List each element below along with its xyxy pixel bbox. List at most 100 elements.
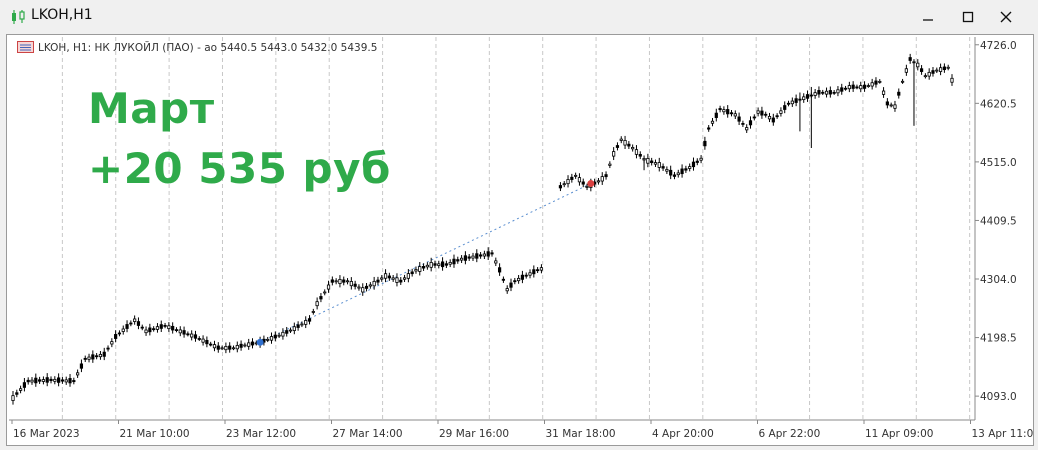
candle-body: [201, 338, 205, 343]
candle-body: [106, 347, 110, 350]
maximize-button[interactable]: [950, 0, 986, 34]
candle-body: [893, 104, 897, 109]
candle-body: [855, 86, 859, 89]
candle-body: [916, 62, 920, 68]
candle-body: [277, 334, 281, 337]
candle-body: [672, 174, 677, 177]
candle-body: [596, 180, 601, 183]
candle-body: [174, 329, 179, 332]
candle-body: [418, 266, 422, 272]
candle-body: [231, 347, 236, 350]
trade-line: [259, 183, 592, 343]
candle-body: [513, 280, 517, 283]
candle-body: [68, 378, 72, 384]
candle-body: [53, 378, 57, 382]
trade-exit-marker: [587, 180, 595, 188]
candle-body: [524, 274, 528, 277]
candle-body: [79, 363, 84, 369]
candle-body: [114, 334, 118, 339]
candle-body: [235, 345, 239, 350]
y-tick-label: 4515.0: [980, 157, 1017, 169]
candle-body: [459, 257, 464, 261]
candle-body: [733, 113, 737, 117]
candle-body: [532, 269, 536, 275]
candle-body: [163, 324, 167, 327]
y-tick-label: 4093.0: [980, 391, 1017, 403]
window-title: LKOH,H1: [31, 7, 93, 23]
candle-body: [817, 90, 821, 95]
overlay-month-label: Март: [88, 84, 215, 133]
candle-body: [669, 169, 673, 176]
candle-body: [881, 90, 886, 95]
candle-body: [695, 160, 699, 163]
candle-body: [676, 172, 680, 176]
candle-body: [950, 77, 954, 83]
x-tick-label: 27 Mar 14:00: [333, 428, 403, 440]
candle-body: [60, 379, 65, 382]
candle-body: [452, 258, 456, 265]
candle-body: [741, 123, 745, 125]
price-chart[interactable]: 4726.0 4620.5 4515.0 4409.5 4304.0 4198.5 4093…: [7, 35, 1033, 445]
candle-body: [64, 379, 68, 383]
candle-body: [509, 282, 513, 288]
candle-body: [942, 66, 946, 71]
x-tick-label: 11 Apr 09:00: [865, 428, 933, 440]
candle-body: [133, 318, 137, 322]
candle-body: [224, 346, 228, 351]
candle-body: [919, 68, 924, 72]
candle-body: [266, 338, 270, 341]
candle-body: [490, 252, 494, 255]
candle-body: [152, 328, 156, 331]
chart-window[interactable]: 4726.0 4620.5 4515.0 4409.5 4304.0 4198.5 4093…: [6, 34, 1034, 446]
candle-body: [478, 254, 483, 257]
candle-body: [243, 344, 247, 347]
candle-body: [536, 269, 540, 272]
candle-body: [517, 277, 521, 282]
candle-body: [456, 259, 460, 262]
minimize-button[interactable]: [910, 0, 946, 34]
candle-body: [178, 329, 182, 334]
candle-body: [878, 80, 882, 83]
candle-body: [562, 183, 566, 186]
candle-body: [319, 296, 323, 300]
x-tick-label: 29 Mar 16:00: [439, 428, 509, 440]
candle-body: [581, 181, 585, 185]
symbol-info-icon: [17, 41, 34, 53]
y-tick-label: 4409.5: [980, 215, 1017, 227]
candle-body: [604, 174, 608, 178]
x-tick-label: 4 Apr 20:00: [652, 428, 714, 440]
candle-body: [859, 85, 863, 90]
candle-body: [821, 91, 825, 94]
candle-body: [851, 84, 855, 89]
candle-body: [98, 353, 103, 358]
candle-body: [714, 112, 718, 118]
candle-body: [638, 154, 642, 157]
candle-body: [209, 343, 213, 346]
candle-body: [794, 98, 798, 103]
candle-body: [908, 57, 912, 61]
candle-body: [631, 146, 635, 150]
candle-body: [889, 104, 893, 107]
candle-body: [775, 115, 779, 118]
candle-body: [239, 343, 243, 348]
candle-body: [619, 138, 623, 141]
candle-body: [752, 116, 756, 119]
y-tick-label: 4726.0: [980, 40, 1017, 52]
candle-body: [387, 275, 391, 279]
candle-body: [83, 357, 87, 360]
candle-body: [190, 333, 194, 338]
candle-body: [205, 339, 209, 345]
candle-body: [661, 166, 665, 169]
candle-body: [813, 92, 817, 96]
candle-body: [414, 269, 418, 272]
candle-body: [22, 382, 27, 388]
candle-body: [87, 356, 91, 360]
candle-body: [121, 328, 125, 332]
candle-body: [315, 301, 319, 307]
trade-entry-marker: [256, 338, 264, 346]
candle-body: [463, 255, 467, 261]
candle-body: [421, 266, 426, 269]
close-button[interactable]: [988, 0, 1024, 34]
candle-body: [95, 355, 99, 358]
candle-body: [627, 143, 631, 147]
